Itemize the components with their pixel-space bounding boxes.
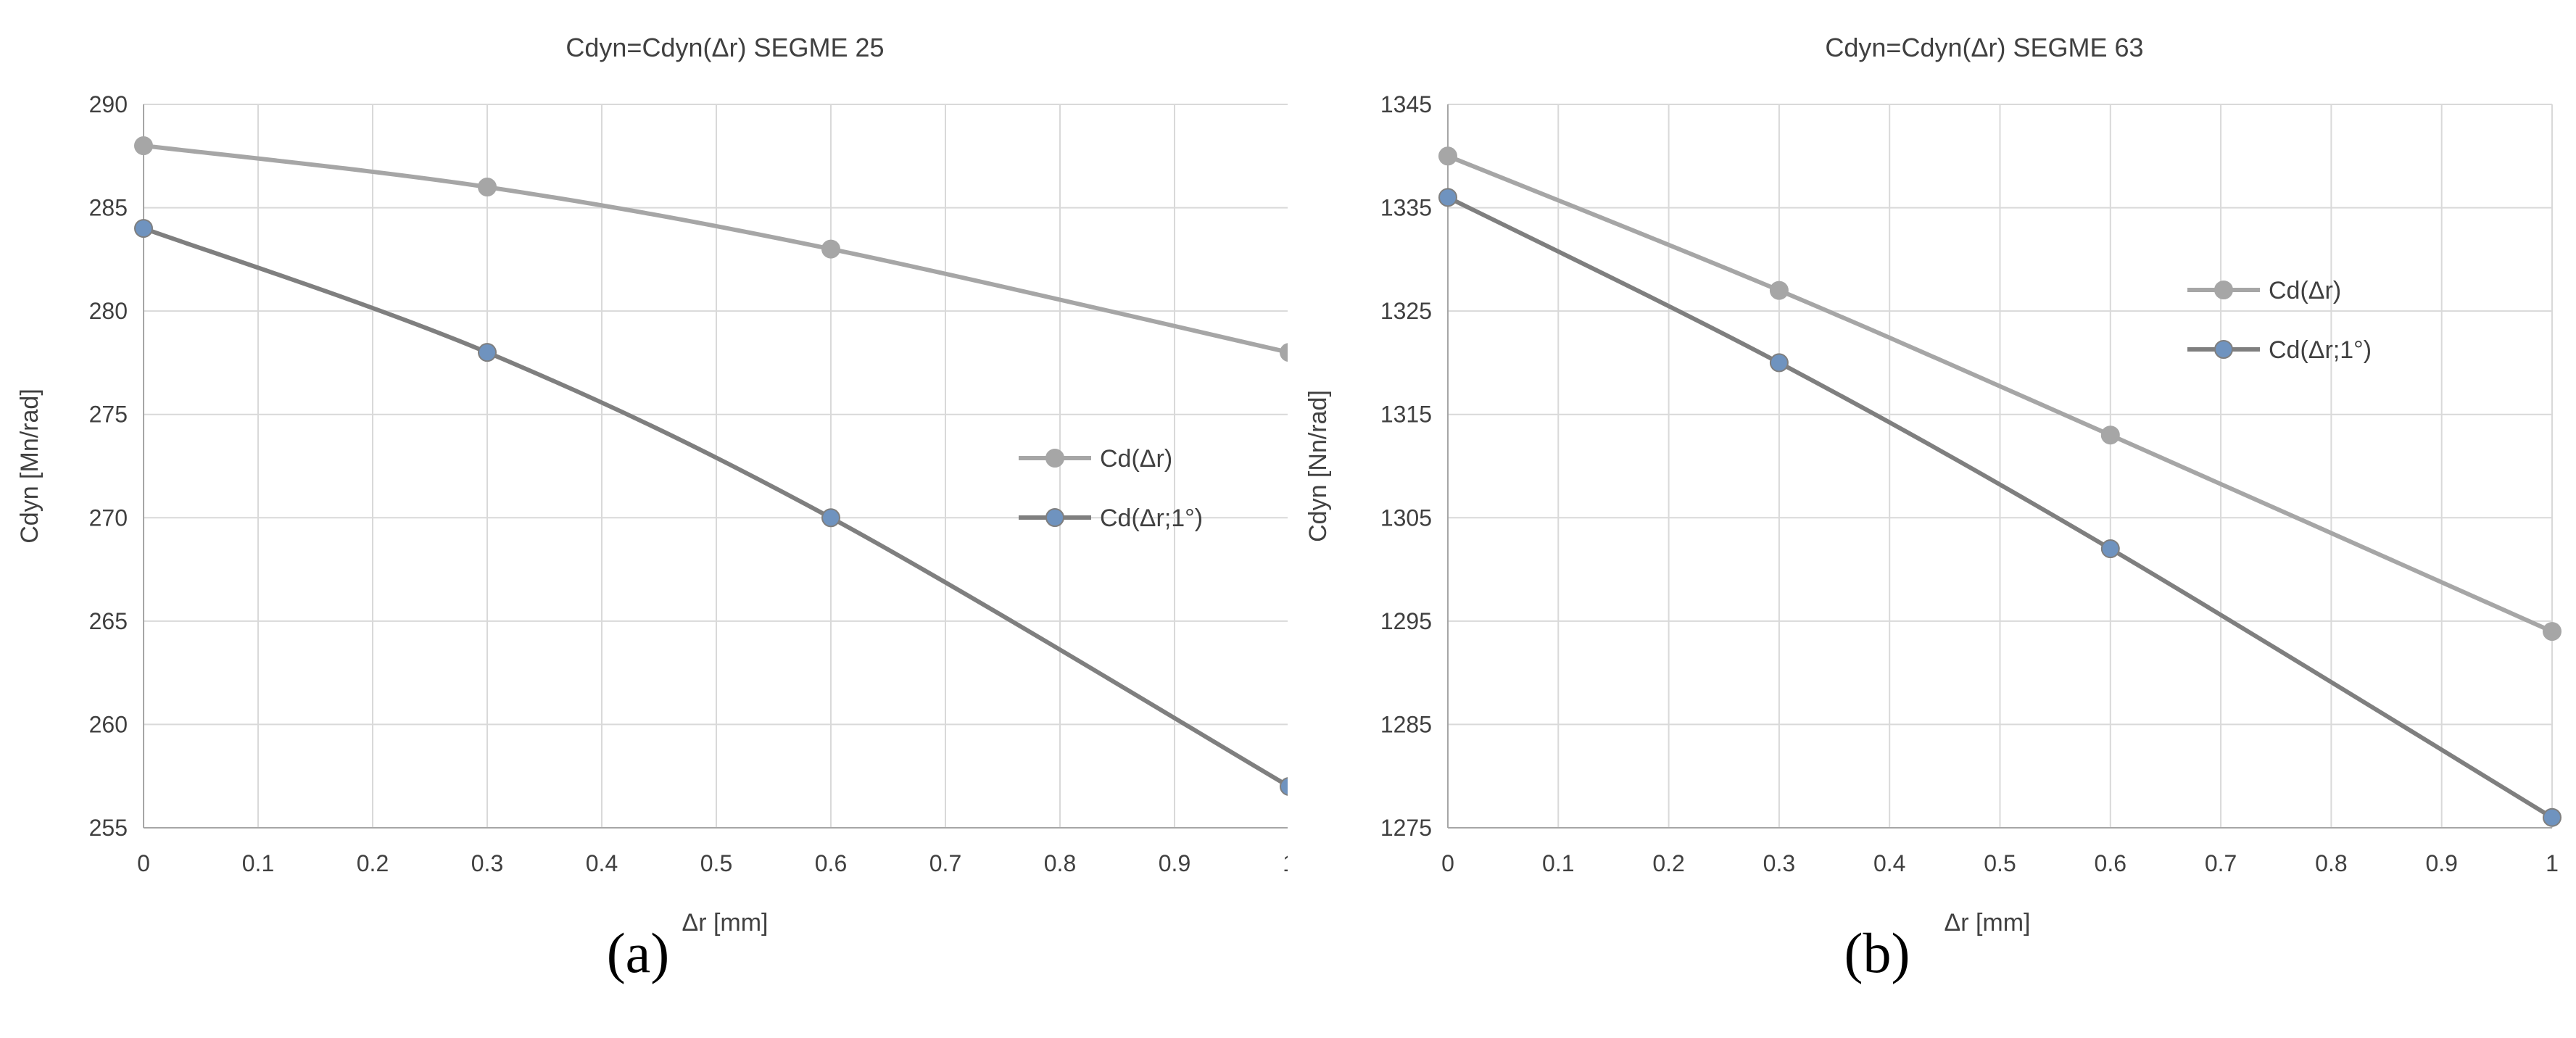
x-tick-label: 0.7 [2205, 850, 2237, 876]
x-tick-label: 0.3 [471, 850, 503, 876]
x-tick-label: 0 [1441, 850, 1454, 876]
legend-marker-2 [2214, 340, 2233, 359]
y-tick-label: 1335 [1380, 195, 1432, 221]
series-line-1 [1446, 154, 2554, 634]
legend-label-2: Cd(Δr;1°) [2269, 336, 2372, 364]
x-tick-label: 0.1 [1542, 850, 1574, 876]
y-tick-label: 260 [89, 711, 128, 737]
x-tick-label: 0 [137, 850, 150, 876]
series-1-point [478, 178, 497, 197]
series-1-point [1769, 281, 1789, 300]
panel-label-a: (a) [606, 921, 670, 984]
chart-panel-b: Cdyn=Cdyn(Δr) SEGME 63 0 0.1 0.2 0.3 0.4 0.5 0.… [1288, 0, 2576, 1038]
chart-title: Cdyn=Cdyn(Δr) SEGME 25 [566, 33, 884, 62]
series-2-point [1769, 353, 1789, 373]
x-tick-label: 0.2 [357, 850, 389, 876]
chart-title: Cdyn=Cdyn(Δr) SEGME 63 [1825, 33, 2143, 62]
y-tick-label: 1305 [1380, 505, 1432, 531]
series-1-point [2543, 622, 2561, 642]
series-2-point [2543, 807, 2561, 827]
x-tick-label: 0.5 [700, 850, 732, 876]
series-2-point [2100, 539, 2120, 559]
x-tick-label: 0.4 [1873, 850, 1905, 876]
chart-b: Cdyn=Cdyn(Δr) SEGME 63 0 0.1 0.2 0.3 0.4 0.5 0.… [1304, 33, 2561, 937]
x-tick-label: 0.9 [2425, 850, 2457, 876]
x-tick-label: 0.8 [1044, 850, 1076, 876]
series-1-point [821, 239, 840, 259]
legend-label-1: Cd(Δr) [1100, 445, 1172, 473]
y-tick-label: 280 [89, 298, 128, 324]
chart-panel-a: Cdyn=Cdyn(Δr) SEGME 25 0 0.1 0.2 0.3 0.4 0.5 0.… [16, 33, 1288, 984]
series-1-point [1438, 146, 1457, 166]
y-tick-label: 1285 [1380, 711, 1432, 737]
y-tick-label: 270 [89, 505, 128, 531]
y-tick-label: 1295 [1380, 608, 1432, 634]
y-tick-label: 1275 [1380, 815, 1432, 841]
x-tick-label: 0.2 [1652, 850, 1684, 876]
x-tick-label: 0.6 [815, 850, 847, 876]
chart-a: Cdyn=Cdyn(Δr) SEGME 25 0 0.1 0.2 0.3 0.4 0.5 0.… [16, 33, 1288, 937]
y-tick-label: 1315 [1380, 402, 1432, 428]
series-2-point [821, 508, 840, 528]
x-tick-label: 0.3 [1763, 850, 1795, 876]
series-1-point [134, 136, 153, 156]
legend-marker-2 [1045, 508, 1064, 527]
x-tick-label: 1 [1283, 850, 1288, 876]
x-axis-label: Δr [mm] [1944, 909, 2030, 937]
y-tick-label: 1325 [1380, 298, 1432, 324]
x-tick-label: 0.6 [2095, 850, 2126, 876]
legend-marker-1 [2214, 281, 2233, 299]
x-tick-label: 0.8 [2315, 850, 2347, 876]
series-2-point [1438, 188, 1457, 207]
series-1-point [1280, 343, 1288, 362]
series-2-point [478, 343, 497, 362]
legend-label-2: Cd(Δr;1°) [1100, 505, 1203, 532]
x-axis-label: Δr [mm] [682, 909, 768, 937]
y-axis-label: Cdyn [Nn/rad] [1304, 390, 1332, 542]
x-tick-label: 0.9 [1159, 850, 1190, 876]
y-tick-label: 265 [89, 608, 128, 634]
legend-label-1: Cd(Δr) [2269, 277, 2341, 304]
series-line-2 [1446, 195, 2554, 820]
y-tick-label: 1345 [1380, 91, 1432, 117]
legend-marker-1 [1045, 449, 1064, 468]
x-tick-label: 0.4 [586, 850, 618, 876]
x-tick-label: 0.5 [1984, 850, 2016, 876]
panel-label-b: (b) [1844, 921, 1910, 984]
series-1-point [2100, 425, 2120, 445]
series-line-1 [143, 144, 1288, 354]
y-tick-label: 275 [89, 402, 128, 428]
series-line-2 [142, 226, 1288, 789]
y-tick-label: 285 [89, 195, 128, 221]
series-2-point [1280, 777, 1288, 796]
series-2-point [134, 219, 153, 238]
x-tick-label: 0.7 [929, 850, 961, 876]
y-tick-label: 255 [89, 815, 128, 841]
x-tick-label: 0.1 [242, 850, 274, 876]
x-tick-label: 1 [2546, 850, 2559, 876]
y-axis-label: Cdyn [Mn/rad] [16, 389, 44, 544]
y-tick-label: 290 [89, 91, 128, 117]
